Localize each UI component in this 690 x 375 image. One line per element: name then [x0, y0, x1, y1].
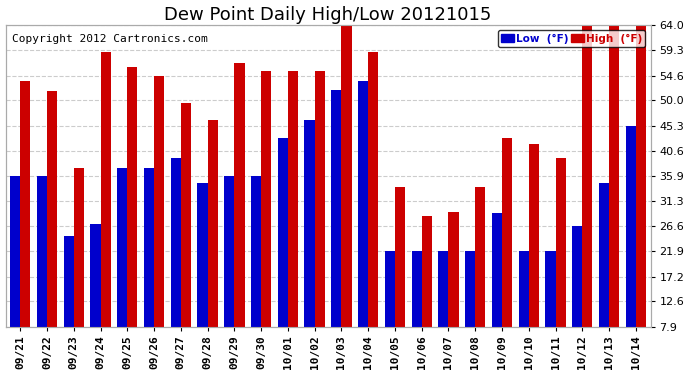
Bar — [170, 158, 181, 327]
Bar — [224, 176, 235, 327]
Bar — [278, 138, 288, 327]
Legend: Low  (°F), High  (°F): Low (°F), High (°F) — [498, 30, 645, 46]
Bar — [422, 216, 432, 327]
Bar — [20, 81, 30, 327]
Bar — [10, 176, 20, 327]
Bar — [315, 71, 325, 327]
Bar — [475, 188, 485, 327]
Bar — [582, 25, 593, 327]
Bar — [448, 211, 459, 327]
Title: Dew Point Daily High/Low 20121015: Dew Point Daily High/Low 20121015 — [164, 6, 492, 24]
Bar — [304, 120, 315, 327]
Bar — [368, 52, 378, 327]
Bar — [197, 183, 208, 327]
Bar — [395, 188, 405, 327]
Bar — [208, 120, 218, 327]
Bar — [47, 91, 57, 327]
Bar — [502, 138, 512, 327]
Bar — [288, 71, 298, 327]
Text: Copyright 2012 Cartronics.com: Copyright 2012 Cartronics.com — [12, 34, 208, 44]
Bar — [261, 71, 271, 327]
Bar — [529, 144, 539, 327]
Bar — [492, 213, 502, 327]
Bar — [63, 236, 74, 327]
Bar — [519, 251, 529, 327]
Bar — [251, 176, 261, 327]
Bar — [599, 183, 609, 327]
Bar — [545, 251, 555, 327]
Bar — [90, 224, 101, 327]
Bar — [74, 168, 84, 327]
Bar — [101, 52, 110, 327]
Bar — [609, 25, 619, 327]
Bar — [342, 25, 352, 327]
Bar — [37, 176, 47, 327]
Bar — [181, 102, 191, 327]
Bar — [117, 168, 128, 327]
Bar — [144, 168, 154, 327]
Bar — [555, 158, 566, 327]
Bar — [385, 251, 395, 327]
Bar — [438, 251, 449, 327]
Bar — [128, 66, 137, 327]
Bar — [331, 90, 342, 327]
Bar — [358, 81, 368, 327]
Bar — [235, 63, 244, 327]
Bar — [465, 251, 475, 327]
Bar — [572, 226, 582, 327]
Bar — [154, 76, 164, 327]
Bar — [635, 25, 646, 327]
Bar — [411, 251, 422, 327]
Bar — [626, 126, 635, 327]
